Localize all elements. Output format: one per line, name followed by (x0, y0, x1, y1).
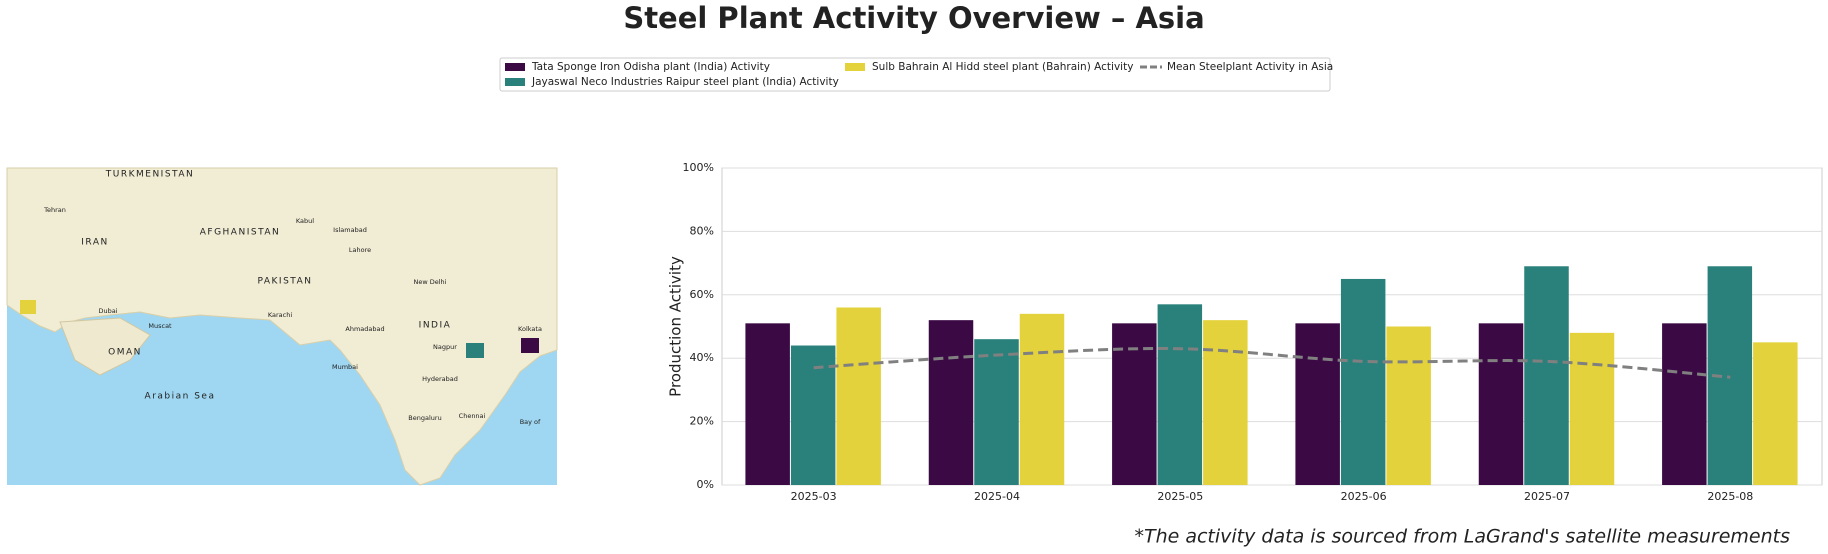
map (6, 167, 558, 486)
bar (1478, 323, 1524, 485)
map-label: Dubai (98, 307, 117, 315)
legend-label: Sulb Bahrain Al Hidd steel plant (Bahrai… (872, 61, 1133, 73)
map-label: PAKISTAN (258, 277, 313, 287)
bar (1569, 332, 1615, 485)
bar (1524, 266, 1569, 485)
plot-frame (721, 167, 1823, 486)
plant-icon-bahrain (20, 300, 36, 314)
map-arabia (59, 317, 151, 376)
map-label: Arabian Sea (145, 392, 216, 402)
y-tick-label: 20% (690, 415, 714, 428)
legend-box (499, 57, 1331, 92)
bar (974, 339, 1019, 485)
x-tick-label: 2025-08 (1707, 490, 1753, 503)
map-label: OMAN (108, 348, 142, 358)
y-tick-label: 40% (690, 351, 714, 364)
map-label: Chennai (459, 412, 486, 420)
bar (1662, 323, 1707, 485)
map-label: Islamabad (333, 226, 367, 234)
map-label: TURKMENISTAN (105, 170, 194, 180)
map-label: Bengaluru (408, 414, 441, 422)
plant-icon-raipur (466, 343, 484, 358)
bar (1203, 320, 1248, 485)
y-tick-label: 60% (690, 288, 714, 301)
bar (1386, 326, 1431, 485)
x-tick-label: 2025-06 (1341, 490, 1387, 503)
legend-swatch (845, 63, 865, 71)
map-label: Tehran (43, 206, 66, 214)
legend-label: Tata Sponge Iron Odisha plant (India) Ac… (531, 61, 770, 73)
x-tick-label: 2025-07 (1524, 490, 1570, 503)
map-label: Hyderabad (422, 375, 458, 383)
y-tick-label: 100% (683, 161, 714, 174)
map-label: Nagpur (433, 343, 457, 351)
legend-label: Mean Steelplant Activity in Asia (1167, 61, 1333, 73)
map-label: Mumbai (332, 363, 358, 371)
x-tick-label: 2025-04 (974, 490, 1020, 503)
bar (745, 323, 790, 485)
bar (1753, 342, 1798, 485)
bar (1340, 278, 1386, 485)
map-label: Karachi (268, 311, 292, 319)
x-tick-label: 2025-03 (791, 490, 837, 503)
plant-icon-odisha (521, 338, 539, 353)
map-label: Bay of (520, 418, 541, 426)
y-axis-label: Production Activity (667, 256, 685, 397)
y-tick-label: 80% (690, 224, 714, 237)
bar (1019, 313, 1065, 485)
mean-line (813, 347, 1731, 379)
legend-swatch (505, 78, 525, 86)
bar (836, 307, 881, 485)
map-label: INDIA (419, 321, 452, 331)
map-label: Kolkata (518, 325, 542, 333)
map-label: Ahmadabad (345, 325, 384, 333)
map-label: IRAN (81, 238, 108, 248)
bar (928, 320, 974, 485)
bar (1295, 323, 1340, 485)
bar (790, 345, 836, 485)
chart-title: Steel Plant Activity Overview – Asia (623, 1, 1204, 35)
x-tick-label: 2025-05 (1157, 490, 1203, 503)
footnote: *The activity data is sourced from LaGra… (1134, 526, 1790, 548)
map-label: AFGHANISTAN (200, 228, 281, 238)
map-label: New Delhi (414, 278, 447, 286)
legend-label: Jayaswal Neco Industries Raipur steel pl… (531, 76, 839, 88)
y-tick-label: 0% (697, 478, 714, 491)
map-label: Kabul (296, 217, 314, 225)
legend-swatch (505, 63, 525, 71)
bar (1157, 304, 1203, 485)
map-label: Muscat (148, 322, 172, 330)
map-label: Lahore (349, 246, 371, 254)
